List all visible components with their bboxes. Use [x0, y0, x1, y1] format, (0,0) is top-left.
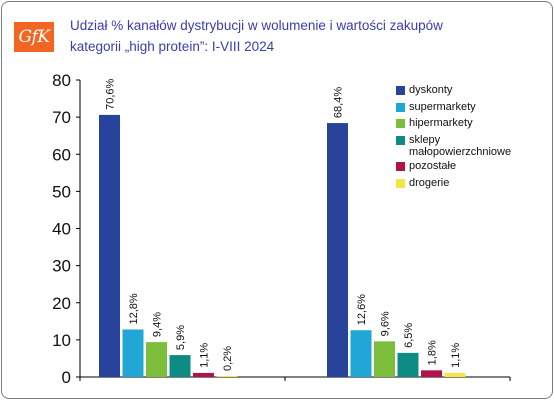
- y-tick-label: 40: [52, 220, 71, 239]
- legend-swatch: [396, 86, 405, 95]
- bar-dyskonty: [99, 114, 120, 378]
- y-tick-label: 50: [52, 182, 71, 201]
- legend-label-line2: małopowierzchniowe: [409, 145, 512, 158]
- bar-hipermarkety: [146, 342, 167, 377]
- logo-text: GfK: [18, 27, 50, 47]
- data-label: 5,9%: [175, 325, 187, 350]
- chart-title: Udział % kanałów dystrybucji w wolumenie…: [70, 15, 540, 57]
- data-label: 12,6%: [356, 294, 368, 325]
- chart-title-line2: kategorii „high protein”: I-VIII 2024: [70, 39, 275, 54]
- bar-dyskonty: [327, 123, 348, 377]
- data-label: 1,8%: [427, 340, 439, 365]
- data-label: 6,5%: [403, 323, 415, 348]
- bar-supermarkety: [350, 330, 372, 377]
- data-label: 12,8%: [128, 293, 140, 324]
- legend-item-dyskonty: dyskonty: [396, 84, 546, 98]
- legend-item-drogerie: drogerie: [396, 177, 546, 191]
- bar-drogerie: [216, 376, 238, 377]
- bar-pozostałe: [193, 372, 214, 377]
- bar-sklepy-małopowierzchniowe: [169, 355, 191, 377]
- data-label: 9,4%: [152, 312, 164, 337]
- y-tick-label: 0: [62, 368, 71, 387]
- legend-item-sklepy: sklepy małopowierzchniowe: [396, 134, 546, 158]
- bar-supermarkety: [122, 329, 144, 377]
- legend-item-supermarkety: supermarkety: [396, 101, 546, 115]
- data-label: 70,6%: [105, 78, 117, 109]
- legend-label-line1: sklepy: [409, 133, 441, 146]
- data-label: 1,1%: [450, 343, 462, 368]
- y-tick-label: 20: [52, 294, 71, 313]
- data-label: 68,4%: [333, 87, 345, 118]
- y-tick-label: 60: [52, 145, 71, 164]
- y-tick-label: 30: [52, 257, 71, 276]
- legend-swatch: [396, 102, 405, 112]
- legend-swatch: [396, 119, 405, 128]
- gfk-logo: GfK: [14, 22, 54, 52]
- legend-swatch: [396, 162, 405, 171]
- data-label: 1,1%: [199, 343, 211, 368]
- legend-label: hipermarkety: [409, 117, 473, 129]
- y-tick-label: 10: [52, 331, 71, 350]
- legend-label: pozostałe: [409, 160, 457, 172]
- bar-sklepy-małopowierzchniowe: [397, 352, 419, 377]
- legend-swatch: [396, 135, 405, 145]
- bar-drogerie: [444, 372, 466, 377]
- legend-item-hipermarkety: hipermarkety: [396, 117, 546, 131]
- y-tick-label: 80: [52, 71, 71, 90]
- legend-item-pozostale: pozostałe: [396, 160, 546, 174]
- legend-label: dyskonty: [409, 84, 453, 96]
- y-tick-label: 70: [52, 108, 71, 127]
- data-label: 0,2%: [222, 346, 234, 371]
- legend-label: supermarkety: [409, 100, 476, 113]
- legend-swatch: [396, 178, 405, 188]
- chart-legend: dyskonty supermarkety hipermarkety sklep…: [396, 84, 546, 193]
- bar-hipermarkety: [374, 341, 395, 377]
- legend-label: drogerie: [409, 176, 450, 189]
- legend-label: sklepy małopowierzchniowe: [409, 134, 511, 158]
- data-label: 9,6%: [380, 311, 392, 336]
- bar-pozostałe: [421, 370, 442, 377]
- chart-title-line1: Udział % kanałów dystrybucji w wolumenie…: [70, 18, 443, 33]
